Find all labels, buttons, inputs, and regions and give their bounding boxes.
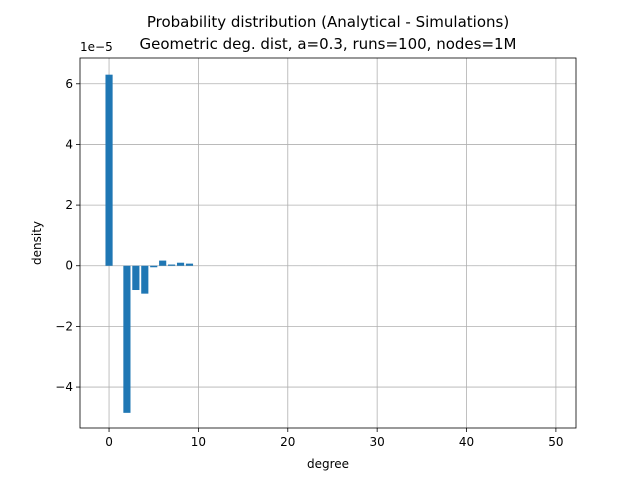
y-tick-label: 2 <box>65 198 73 212</box>
x-tick-label: 0 <box>105 435 113 449</box>
y-axis-label: density <box>30 221 44 265</box>
bar-degree-7 <box>168 264 176 266</box>
bar-degree-4 <box>141 265 149 294</box>
y-tick-label: 4 <box>65 137 73 151</box>
y-tick-label: 6 <box>65 77 73 91</box>
bar-degree-2 <box>123 265 131 413</box>
y-tick-label: −4 <box>55 380 73 394</box>
bar-degree-9 <box>185 263 194 266</box>
y-tick-label: 0 <box>65 259 73 273</box>
bar-degree-8 <box>176 262 185 266</box>
x-tick-label: 50 <box>548 435 563 449</box>
x-tick-label: 20 <box>280 435 295 449</box>
bar-degree-6 <box>159 260 167 266</box>
x-axis-label: degree <box>307 457 349 471</box>
x-tick-label: 40 <box>459 435 474 449</box>
plot-frame <box>79 57 577 429</box>
y-tick-label: −2 <box>55 319 73 333</box>
y-scale-label: 1e−5 <box>80 40 113 54</box>
chart-title-line-1: Probability distribution (Analytical - S… <box>147 13 509 31</box>
x-tick-label: 10 <box>191 435 206 449</box>
chart-title-line-2: Geometric deg. dist, a=0.3, runs=100, no… <box>139 35 516 53</box>
bar-degree-0 <box>105 74 113 266</box>
bar-degree-3 <box>132 265 140 291</box>
grid <box>80 58 576 428</box>
bar-degree-5 <box>150 265 158 268</box>
axis-ticks: 0 10 20 30 40 50 −4 −2 0 2 4 6 <box>55 77 563 449</box>
bars <box>105 74 551 413</box>
x-tick-label: 30 <box>370 435 385 449</box>
